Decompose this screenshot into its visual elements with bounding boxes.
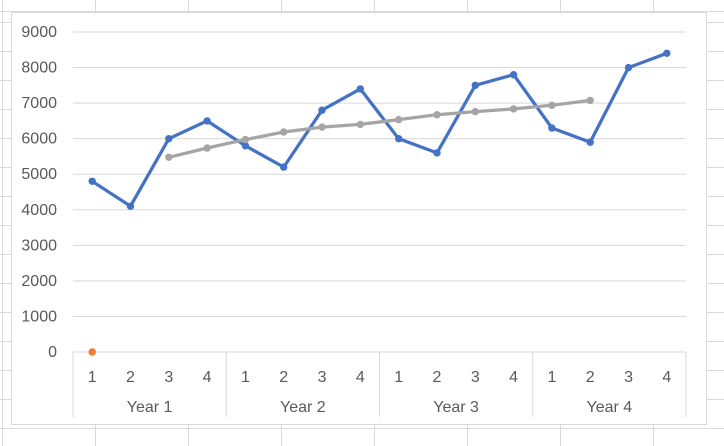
embedded-chart[interactable]: 9000 8000 7000 6000 5000 4000 3000 2000 1000 0 1 2 3… (11, 12, 707, 425)
category-group-label[interactable]: Year 4 (587, 399, 633, 416)
category-tick-label[interactable]: 1 (88, 369, 97, 386)
data-point-marker-centered-moving-average[interactable] (165, 153, 173, 161)
data-point-marker-quarterly-values[interactable] (88, 177, 96, 185)
data-point-marker-centered-moving-average[interactable] (280, 128, 288, 136)
category-tick-label[interactable]: 4 (203, 369, 212, 386)
category-tick-label[interactable]: 3 (471, 369, 480, 386)
category-tick-label[interactable]: 2 (586, 369, 595, 386)
data-point-marker-centered-moving-average[interactable] (356, 120, 364, 129)
data-point-marker-quarterly-values[interactable] (586, 138, 594, 146)
data-point-marker-quarterly-values[interactable] (471, 81, 479, 90)
data-point-marker-quarterly-values[interactable] (624, 63, 633, 72)
value-axis-tick-label[interactable]: 1000 (21, 308, 57, 325)
series-line-quarterly-values[interactable] (90, 51, 669, 208)
data-point-marker-quarterly-values[interactable] (241, 142, 250, 150)
data-point-marker-centered-moving-average[interactable] (548, 101, 556, 110)
category-tick-label[interactable]: 4 (509, 369, 518, 386)
value-axis-tick-label[interactable]: 2000 (21, 273, 57, 290)
data-point-marker-centered-moving-average[interactable] (395, 115, 403, 124)
category-tick-label[interactable]: 1 (241, 369, 250, 386)
data-point-marker-quarterly-values[interactable] (663, 49, 671, 57)
data-point-marker-quarterly-values[interactable] (356, 85, 364, 93)
category-tick-label[interactable]: 3 (318, 369, 327, 386)
value-axis-tick-label[interactable]: 8000 (21, 60, 57, 77)
category-tick-label[interactable]: 2 (126, 369, 135, 386)
value-axis-tick-label[interactable]: 5000 (21, 166, 57, 183)
category-tick-label[interactable]: 1 (394, 369, 403, 386)
value-axis-tick-label[interactable]: 7000 (21, 95, 57, 112)
category-tick-label[interactable]: 4 (356, 369, 365, 386)
value-axis-tick-label[interactable]: 3000 (21, 237, 57, 254)
data-point-marker-quarterly-values[interactable] (280, 163, 288, 171)
category-tick-label[interactable]: 2 (279, 369, 288, 386)
data-point-marker-quarterly-values[interactable] (548, 124, 556, 132)
category-group-label[interactable]: Year 1 (127, 399, 173, 416)
value-axis-tick-label[interactable]: 6000 (21, 131, 57, 148)
category-tick-label[interactable]: 3 (624, 369, 633, 386)
category-tick-label[interactable]: 2 (433, 369, 442, 386)
series-line-centered-moving-average[interactable] (167, 98, 592, 159)
value-axis-tick-label[interactable]: 4000 (21, 202, 57, 219)
data-point-marker-quarterly-values[interactable] (433, 149, 441, 157)
data-point-marker-centered-moving-average[interactable] (471, 107, 479, 116)
data-point-marker-centered-moving-average[interactable] (586, 96, 594, 105)
data-point-marker-quarterly-values[interactable] (165, 135, 173, 143)
category-group-label[interactable]: Year 3 (433, 399, 479, 416)
data-point-marker-quarterly-values[interactable] (318, 106, 326, 114)
data-point-marker-quarterly-values[interactable] (126, 202, 135, 210)
data-point-marker-centered-moving-average[interactable] (509, 105, 518, 113)
data-point-marker-orange-single-point[interactable] (88, 348, 96, 356)
data-point-marker-quarterly-values[interactable] (395, 135, 403, 143)
value-axis-tick-label[interactable]: 0 (48, 344, 57, 361)
data-point-marker-quarterly-values[interactable] (203, 117, 211, 125)
data-point-marker-centered-moving-average[interactable] (203, 144, 211, 152)
category-tick-label[interactable]: 1 (547, 369, 556, 386)
data-point-marker-centered-moving-average[interactable] (318, 123, 326, 131)
data-point-marker-centered-moving-average[interactable] (241, 135, 250, 144)
category-tick-label[interactable]: 4 (662, 369, 671, 386)
data-point-marker-quarterly-values[interactable] (509, 71, 518, 79)
data-point-marker-centered-moving-average[interactable] (433, 111, 441, 119)
category-group-label[interactable]: Year 2 (280, 399, 326, 416)
category-tick-label[interactable]: 3 (164, 369, 173, 386)
value-axis-tick-label[interactable]: 9000 (21, 24, 57, 41)
chart-canvas: 9000 8000 7000 6000 5000 4000 3000 2000 1000 0 1 2 3… (21, 24, 687, 417)
